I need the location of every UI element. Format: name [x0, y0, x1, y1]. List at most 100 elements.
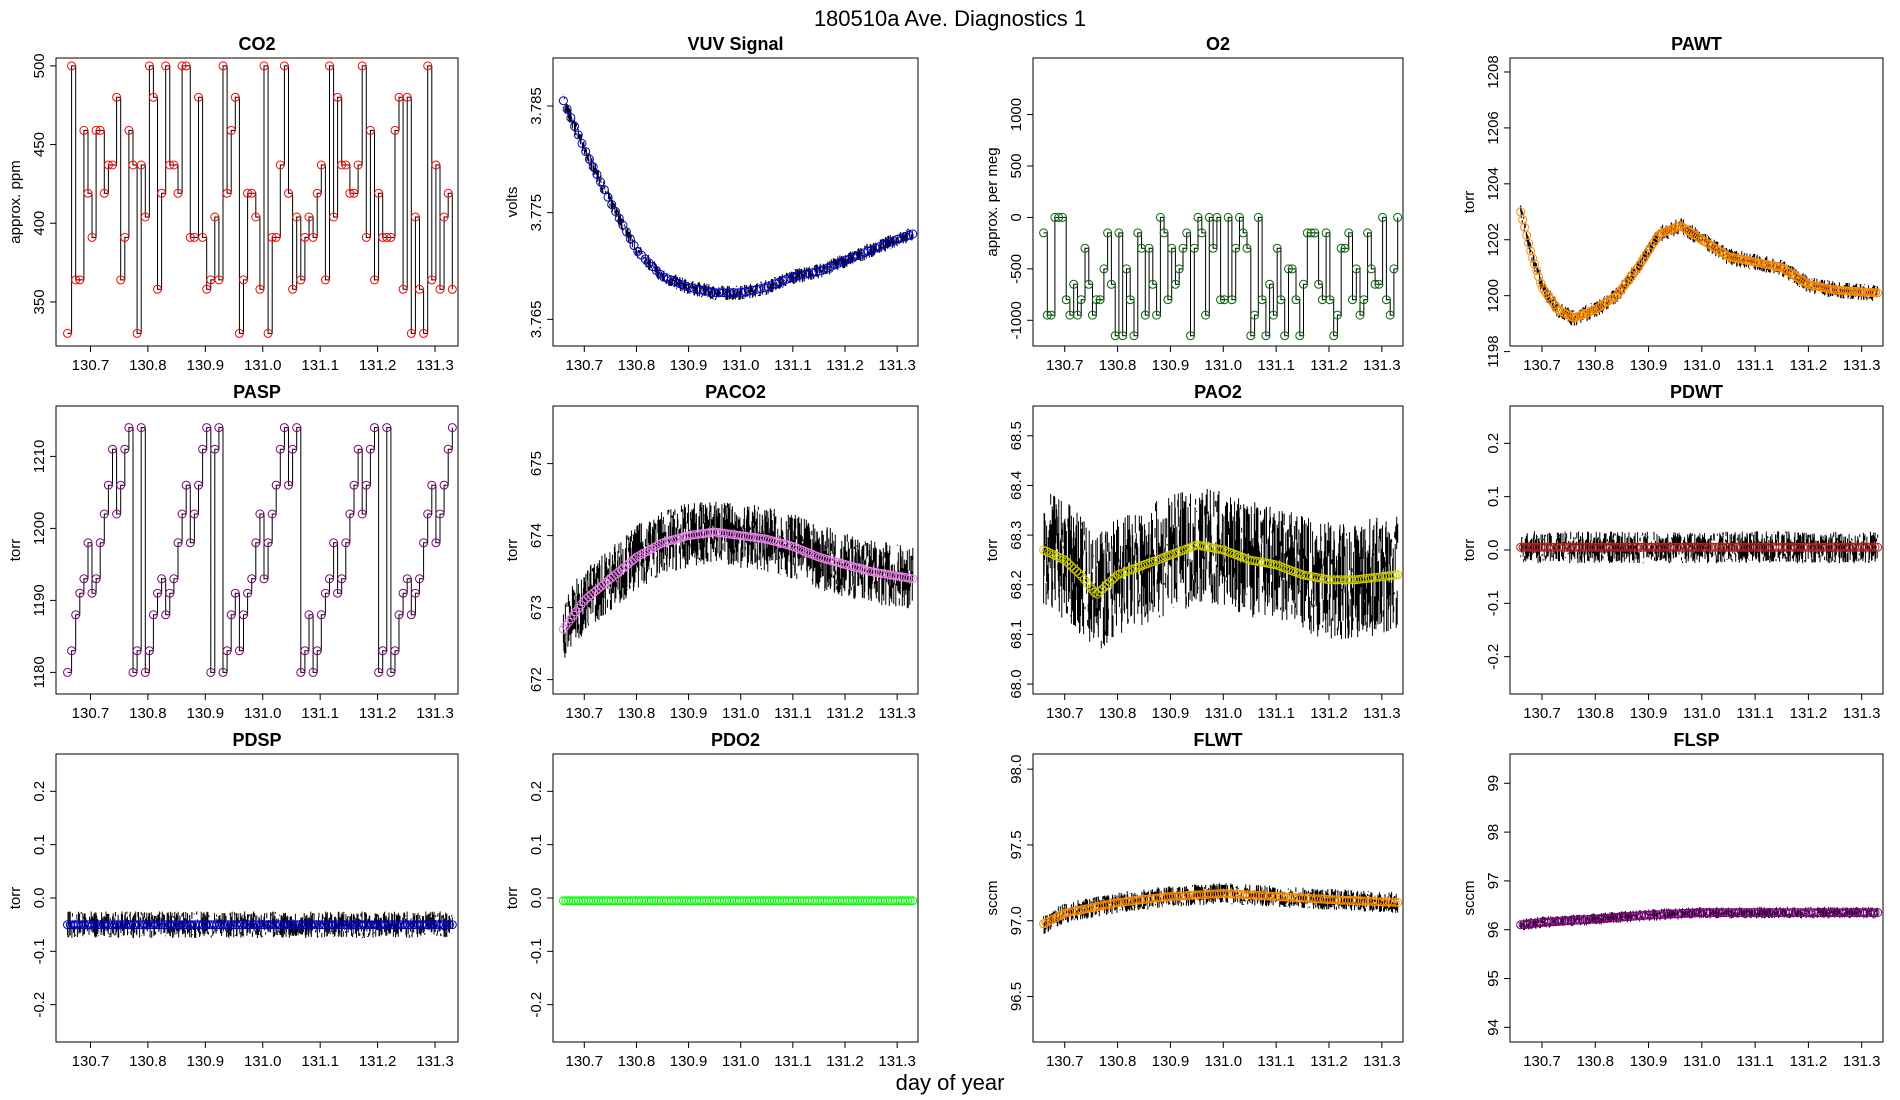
average-point: [226, 125, 236, 135]
average-point: [577, 138, 587, 148]
average-point: [1366, 264, 1376, 274]
x-tick-label: 130.7: [72, 705, 110, 722]
y-axis-label: torr: [1461, 539, 1478, 562]
panel-title: PACO2: [705, 382, 766, 402]
average-point: [226, 610, 236, 620]
average-point: [1170, 279, 1180, 289]
panel-pdsp: PDSP torr -0.2 -0.1 0.0 0.1 0.2 130.7 130.8 130.9…: [7, 730, 459, 1070]
panel-title: PDSP: [232, 730, 281, 750]
average-point: [1054, 212, 1064, 222]
average-point: [312, 188, 322, 198]
panel-pasp: PASP torr 1180 1190 1200 1210 130.7 130.8 130.9 1…: [7, 382, 459, 722]
average-point: [316, 610, 326, 620]
x-tick-label: 130.7: [1523, 357, 1561, 374]
average-point: [243, 188, 253, 198]
panel-title: PDO2: [711, 730, 760, 750]
average-point: [165, 160, 175, 170]
average-point: [1102, 580, 1112, 589]
y-tick-label: 1202: [1485, 223, 1502, 256]
average-point: [423, 509, 433, 519]
x-tick-label: 131.0: [244, 1053, 282, 1070]
average-point: [1062, 557, 1071, 567]
average-point: [173, 538, 183, 548]
y-tick-label: 0.2: [1485, 433, 1502, 454]
average-point: [439, 480, 449, 490]
y-axis-label: sccm: [1461, 881, 1478, 916]
average-point: [1069, 564, 1079, 574]
average-point: [1073, 310, 1082, 320]
x-tick-label: 131.2: [359, 357, 397, 374]
average-point: [71, 275, 81, 285]
y-axis-label: torr: [984, 539, 1001, 562]
y-tick-label: -0.2: [31, 992, 48, 1018]
y-tick-label: 1206: [1485, 111, 1502, 144]
average-point: [1084, 581, 1094, 591]
average-point: [1388, 570, 1398, 580]
average-point: [91, 125, 101, 135]
average-point: [445, 920, 454, 930]
average-point: [140, 667, 150, 677]
average-point: [1351, 264, 1361, 274]
average-point: [711, 288, 721, 298]
average-point: [410, 588, 420, 598]
figure-xlabel: day of year: [896, 1070, 1005, 1095]
average-point: [255, 509, 265, 519]
x-tick-label: 130.8: [129, 357, 167, 374]
average-point: [230, 588, 240, 598]
average-point: [234, 646, 244, 656]
average-point: [292, 423, 302, 433]
y-tick-label: 1208: [1485, 55, 1502, 88]
y-tick-label: 1190: [31, 584, 48, 616]
average-point: [1321, 228, 1331, 238]
average-point: [99, 509, 109, 519]
average-point: [300, 646, 310, 656]
average-point: [1355, 310, 1365, 320]
y-axis-label: torr: [504, 539, 521, 562]
average-point: [1076, 295, 1086, 305]
average-point: [1167, 243, 1177, 253]
x-tick-label: 131.2: [826, 1053, 864, 1070]
average-point: [1122, 264, 1131, 274]
average-point: [1325, 295, 1335, 305]
x-tick-label: 131.1: [301, 705, 339, 722]
average-point: [1140, 310, 1150, 320]
y-tick-label: 98.0: [1008, 755, 1025, 784]
average-point: [588, 162, 598, 172]
average-point: [185, 538, 195, 548]
average-point: [1363, 228, 1373, 238]
x-tick-label: 131.3: [1843, 1053, 1881, 1070]
y-tick-label: 350: [31, 289, 48, 314]
average-point: [1250, 310, 1260, 320]
x-tick-label: 130.7: [1046, 1053, 1084, 1070]
x-tick-label: 131.3: [416, 1053, 454, 1070]
average-point: [108, 444, 117, 454]
x-tick-label: 130.8: [1576, 705, 1614, 722]
series-area: [558, 896, 918, 906]
average-point: [333, 588, 343, 598]
average-point: [733, 288, 743, 298]
average-point: [419, 328, 429, 338]
average-point: [67, 646, 77, 656]
average-point: [722, 288, 732, 298]
average-point: [566, 113, 576, 123]
y-tick-label: 68.2: [1008, 570, 1025, 599]
average-point: [1536, 278, 1546, 288]
series-area: [1039, 488, 1403, 649]
y-tick-label: 94: [1485, 1019, 1502, 1036]
average-point: [153, 284, 162, 294]
panel-pao2: PAO2 torr 68.0 68.1 68.2 68.3 68.4 68.5 130.7 130…: [984, 382, 1404, 722]
average-point: [1721, 250, 1731, 260]
x-tick-label: 131.0: [1683, 357, 1721, 374]
average-point: [584, 154, 594, 164]
average-point: [435, 509, 445, 519]
average-point: [259, 574, 269, 584]
average-point: [1261, 331, 1271, 341]
y-tick-label: 1210: [31, 440, 48, 473]
average-point: [320, 588, 330, 598]
average-point: [263, 328, 273, 338]
raw-trace: [1043, 488, 1399, 649]
average-point: [222, 646, 232, 656]
average-point: [161, 610, 171, 620]
average-point: [1295, 331, 1305, 341]
average-point: [124, 423, 134, 433]
